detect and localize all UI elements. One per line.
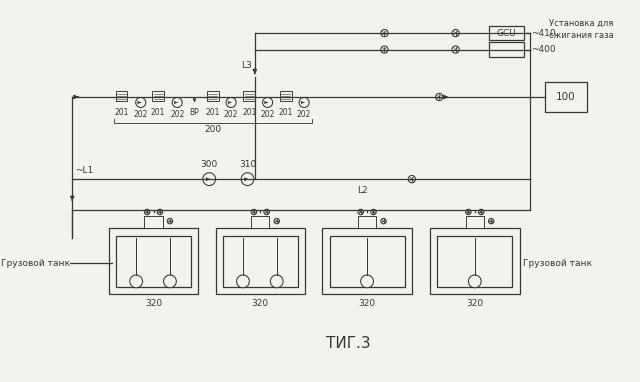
Circle shape	[381, 46, 388, 53]
Text: 200: 200	[205, 125, 222, 134]
Circle shape	[468, 275, 481, 288]
Text: Грузовой танк: Грузовой танк	[523, 259, 592, 268]
Circle shape	[408, 175, 415, 183]
Text: 202: 202	[134, 110, 148, 119]
Circle shape	[381, 219, 387, 224]
Text: 202: 202	[260, 110, 275, 119]
Bar	[280, 91, 292, 101]
Bar	[323, 228, 412, 294]
Bar	[430, 228, 520, 294]
Circle shape	[226, 97, 236, 107]
Circle shape	[251, 209, 257, 215]
Text: 201: 201	[151, 108, 165, 117]
Circle shape	[452, 46, 460, 53]
Text: GCU: GCU	[497, 29, 516, 37]
Text: L3: L3	[241, 60, 252, 70]
Text: ~L1: ~L1	[75, 165, 93, 175]
Circle shape	[466, 209, 471, 215]
Circle shape	[164, 275, 177, 288]
Text: 201: 201	[242, 108, 257, 117]
Circle shape	[381, 29, 388, 37]
Bar	[216, 228, 305, 294]
Bar	[116, 236, 191, 287]
Circle shape	[172, 97, 182, 107]
Text: 202: 202	[224, 110, 238, 119]
Circle shape	[136, 97, 146, 107]
Text: 300: 300	[200, 160, 218, 169]
Text: 320: 320	[466, 299, 483, 308]
Circle shape	[479, 209, 484, 215]
Text: 320: 320	[145, 299, 162, 308]
Text: ~410: ~410	[531, 29, 556, 37]
Circle shape	[436, 93, 443, 100]
Bar	[251, 216, 269, 228]
Bar	[116, 91, 127, 101]
Circle shape	[167, 219, 173, 224]
Circle shape	[241, 173, 254, 186]
Text: 310: 310	[239, 160, 256, 169]
Circle shape	[262, 97, 273, 107]
Circle shape	[488, 219, 494, 224]
Bar	[207, 91, 219, 101]
Circle shape	[299, 97, 309, 107]
Bar	[145, 216, 163, 228]
Circle shape	[361, 275, 374, 288]
Circle shape	[237, 275, 250, 288]
Circle shape	[157, 209, 163, 215]
Bar	[490, 42, 524, 57]
Bar	[223, 236, 298, 287]
Bar	[437, 236, 512, 287]
Text: 320: 320	[358, 299, 376, 308]
Text: Установка для
сжигания газа: Установка для сжигания газа	[548, 19, 614, 40]
Circle shape	[270, 275, 283, 288]
Bar	[545, 83, 587, 112]
Text: 100: 100	[556, 92, 576, 102]
Circle shape	[130, 275, 143, 288]
Circle shape	[145, 209, 150, 215]
Circle shape	[264, 209, 269, 215]
Circle shape	[358, 209, 364, 215]
Circle shape	[371, 209, 376, 215]
Text: 201: 201	[115, 108, 129, 117]
Text: 202: 202	[170, 110, 184, 119]
Text: ~400: ~400	[531, 45, 556, 54]
Text: 201: 201	[205, 108, 220, 117]
Circle shape	[203, 173, 216, 186]
Text: 201: 201	[278, 108, 293, 117]
Bar	[466, 216, 484, 228]
Bar	[243, 91, 255, 101]
Bar	[490, 26, 524, 40]
Text: BP: BP	[189, 108, 200, 117]
Bar	[152, 91, 164, 101]
Text: Грузовой танк: Грузовой танк	[1, 259, 70, 268]
Bar	[330, 236, 404, 287]
Text: 202: 202	[297, 110, 311, 119]
Circle shape	[274, 219, 280, 224]
Text: 320: 320	[252, 299, 269, 308]
Text: ΤИГ.3: ΤИГ.3	[326, 336, 370, 351]
Bar	[109, 228, 198, 294]
Circle shape	[452, 29, 460, 37]
Bar	[358, 216, 376, 228]
Text: L2: L2	[357, 186, 367, 194]
